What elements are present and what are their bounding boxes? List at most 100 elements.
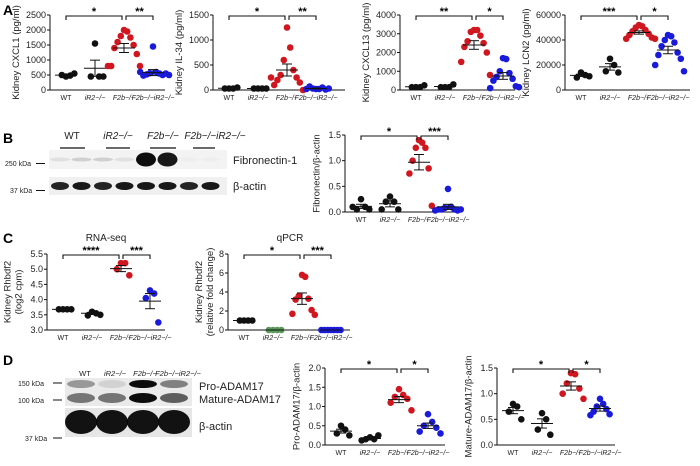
actin-band [51, 182, 69, 190]
data-point [515, 83, 523, 91]
significance-bracket [360, 135, 418, 140]
data-point [615, 69, 622, 76]
data-point [587, 411, 594, 419]
y-tick-label: 1.5 [308, 382, 321, 392]
blot-d-lane-dko: F2b−/−iR2−/− [155, 369, 201, 378]
significance-label: * [387, 126, 392, 138]
data-point [97, 311, 104, 319]
data-point [671, 39, 678, 46]
y-axis-label: Kidney CXCL1 (pg/ml) [11, 5, 22, 100]
data-point [308, 306, 315, 314]
significance-bracket [640, 15, 669, 20]
x-tick-label: F2b−/−iR2−/− [427, 217, 470, 224]
y-tick-label: 4.0 [30, 295, 43, 305]
band-label-b-actin: β-actin [233, 181, 266, 193]
x-tick-label: F2b−/− [408, 217, 430, 224]
x-tick-label: iR2−/− [248, 95, 269, 102]
data-point [346, 432, 353, 439]
significance-bracket [228, 15, 286, 20]
actin-band [158, 410, 190, 434]
significance-bracket [580, 15, 638, 20]
data-point [444, 185, 452, 193]
data-point [126, 271, 133, 279]
data-point [457, 58, 465, 66]
y-tick-label: 1.0 [328, 156, 341, 166]
data-point [378, 206, 385, 213]
blot-b-lane-wt: WT [64, 131, 80, 142]
blot-d-lane-wt: WT [79, 369, 91, 378]
y-axis-label: Fibronectin/β-actin [311, 134, 322, 212]
panel-label-b: B [3, 130, 13, 146]
panel-label-d: D [3, 352, 13, 368]
data-point [655, 51, 662, 59]
data-point [136, 62, 144, 70]
y-tick-label: 1.0 [480, 389, 493, 399]
data-point [606, 410, 613, 418]
mature-adam17-band [129, 393, 157, 403]
x-tick-label: iR2−/− [532, 450, 553, 457]
mature-adam17-band [98, 393, 126, 403]
x-tick-label: WT [61, 95, 73, 102]
x-tick-label: F2b−/−iR2−/− [579, 450, 622, 457]
y-tick-label: 1000 [189, 35, 209, 45]
significance-bracket [65, 15, 123, 20]
significance-label: *** [130, 245, 144, 257]
significance-bracket [288, 15, 317, 20]
data-point [408, 407, 415, 414]
marker-37kda-d: 37 kDa [25, 436, 47, 443]
y-tick-label: 4.5 [30, 279, 43, 289]
data-point [277, 71, 284, 79]
pro-adam17-band [67, 380, 95, 388]
data-point [418, 139, 426, 146]
actin-band [201, 182, 220, 190]
data-point [289, 310, 296, 318]
chart-c1: 3.0 3.5 4.0 4.5 5.0 5.5 Kidney Rhbdf2 (log2 cpm… [2, 245, 171, 342]
y-tick-label: 0 [391, 85, 396, 95]
significance-bracket [415, 15, 473, 20]
x-tick-label: F2b−/− [463, 95, 485, 102]
actin-band [137, 182, 155, 190]
fibronectin-band [201, 158, 221, 162]
y-tick-label: 1500 [189, 10, 209, 20]
chart-a2: 0 500 1000 1500 Kidney IL-34 (pg/ml) WT iR2−/−… [174, 6, 345, 102]
significance-bracket [572, 368, 601, 373]
data-point [91, 40, 99, 47]
data-point [395, 206, 402, 213]
data-point [386, 193, 394, 200]
data-point [292, 296, 299, 303]
y-tick-label: 0 [556, 85, 561, 95]
marker-150kda: 150 kDa [18, 381, 44, 388]
y-tick-label: 1000 [26, 55, 46, 65]
data-point [325, 85, 333, 92]
data-point [349, 203, 356, 211]
significance-label: ** [298, 6, 307, 18]
data-point [71, 70, 78, 77]
y-tick-label: 2000 [376, 48, 396, 58]
data-point [428, 418, 436, 426]
y-tick-label: 3000 [376, 29, 396, 39]
data-point [293, 74, 300, 81]
data-point [357, 195, 365, 203]
y-tick-label: 1.5 [328, 130, 341, 140]
data-point [142, 294, 150, 302]
y-tick-label: 0.0 [308, 440, 321, 450]
data-point [416, 428, 423, 435]
chart-d1: 0.0 0.5 1.0 1.5 2.0 Pro-ADAM17/β-actin WT iR2−/… [291, 359, 449, 457]
x-tick-label: F2b−/− [113, 95, 135, 102]
data-point [270, 81, 278, 89]
data-point [387, 399, 394, 406]
fibronectin-band [93, 157, 113, 162]
data-point [473, 26, 481, 34]
mature-adam17-band [160, 393, 188, 403]
x-tick-label: iR2−/− [380, 217, 401, 224]
significance-bracket [243, 254, 301, 259]
rnaseq-title: RNA-seq [86, 233, 127, 244]
data-point [506, 69, 513, 77]
data-point [490, 77, 497, 84]
data-point [661, 36, 669, 44]
data-point [337, 422, 345, 430]
y-axis-label: Kidney Rhbdf2 [194, 261, 205, 323]
data-point [149, 43, 157, 50]
significance-label: * [584, 359, 589, 371]
